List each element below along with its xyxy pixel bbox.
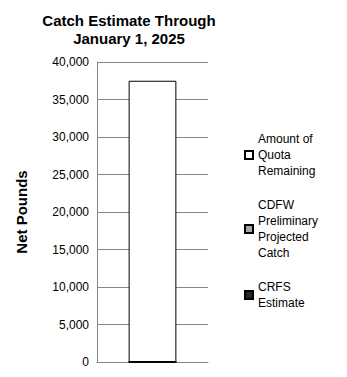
svg-text:January 1, 2025: January 1, 2025 xyxy=(73,30,185,47)
svg-text:25,000: 25,000 xyxy=(52,168,89,182)
svg-text:Quota: Quota xyxy=(258,148,294,162)
svg-text:40,000: 40,000 xyxy=(52,55,89,69)
svg-text:CDFW: CDFW xyxy=(258,198,297,212)
svg-text:20,000: 20,000 xyxy=(52,205,89,219)
svg-text:30,000: 30,000 xyxy=(52,130,89,144)
svg-text:Catch Estimate Through: Catch Estimate Through xyxy=(42,12,215,29)
svg-text:Catch: Catch xyxy=(258,246,289,260)
svg-text:Estimate: Estimate xyxy=(258,296,305,310)
svg-text:35,000: 35,000 xyxy=(52,93,89,107)
svg-text:CRFS: CRFS xyxy=(258,280,294,294)
svg-text:Net Pounds: Net Pounds xyxy=(13,170,30,253)
svg-text:Preliminary: Preliminary xyxy=(258,214,321,228)
svg-text:Amount of: Amount of xyxy=(258,132,316,146)
svg-text:15,000: 15,000 xyxy=(52,243,89,257)
svg-text:Remaining: Remaining xyxy=(258,164,315,178)
svg-text:0: 0 xyxy=(82,355,89,369)
svg-text:10,000: 10,000 xyxy=(52,280,89,294)
svg-text:Projected: Projected xyxy=(258,230,312,244)
svg-text:5,000: 5,000 xyxy=(59,318,89,332)
